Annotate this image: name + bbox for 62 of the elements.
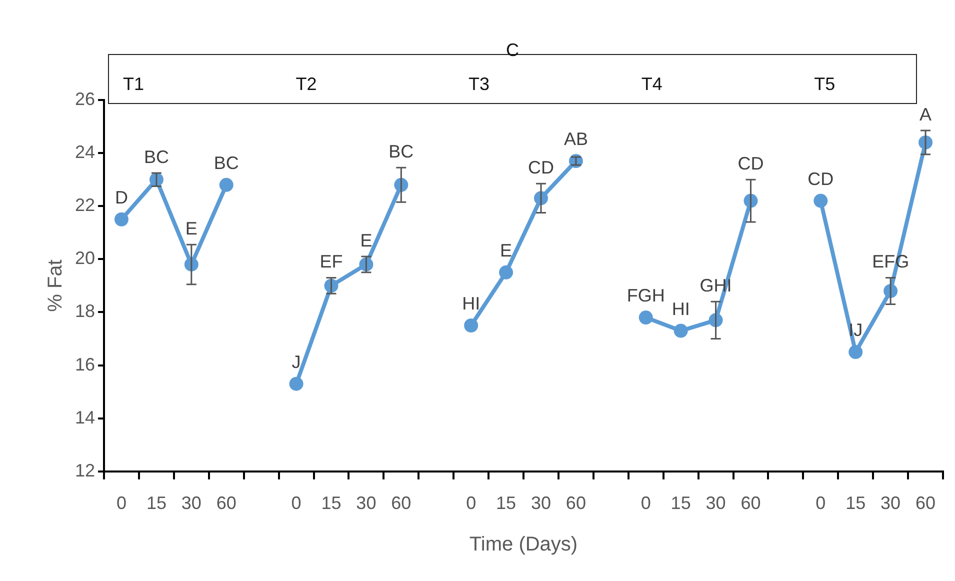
y-axis-title: % Fat [44, 259, 67, 312]
x-tick-label: 60 [391, 493, 412, 514]
y-tick-label: 14 [74, 407, 96, 428]
data-label: CD [738, 154, 764, 174]
x-tick-label: 30 [181, 493, 202, 514]
point [814, 194, 828, 208]
x-tick-label: 30 [530, 493, 552, 514]
point [499, 265, 514, 280]
y-tick-label: 24 [74, 142, 96, 162]
y-tick-label: 22 [74, 195, 96, 216]
point [464, 318, 478, 332]
x-tick-label: 0 [640, 493, 651, 514]
data-label: A [920, 104, 932, 124]
x-tick-label: 30 [706, 493, 726, 514]
data-label: HI [672, 298, 690, 319]
text: T4 [641, 74, 662, 95]
y-tick-label: 18 [74, 301, 96, 322]
x-tick-label: 60 [916, 493, 936, 514]
data-label: BC [214, 152, 239, 173]
point [848, 345, 863, 360]
data-label: AB [564, 128, 588, 149]
data-label: HI [462, 293, 480, 314]
data-label: EF [320, 252, 343, 272]
x-tick-label: 15 [846, 493, 866, 514]
point [114, 212, 128, 226]
x-tick-label: 0 [466, 493, 476, 514]
y-tick-label: 20 [74, 248, 96, 268]
x-tick-label: 15 [670, 493, 691, 514]
data-label: J [292, 352, 301, 372]
x-axis-title: Time (Days) [469, 534, 578, 556]
x-tick-label: 0 [116, 493, 127, 514]
x-tick-label: 15 [321, 493, 342, 514]
point [289, 376, 304, 391]
data-label: BC [144, 146, 169, 167]
data-label: FGH [626, 286, 665, 306]
x-tick-label: 15 [146, 493, 166, 514]
x-tick-label: 0 [291, 493, 302, 514]
text: T5 [814, 74, 836, 95]
y-tick-label: 16 [74, 354, 96, 374]
point [638, 310, 653, 325]
x-tick-label: 60 [740, 493, 761, 514]
data-label: E [185, 218, 198, 239]
x-tick-label: 30 [356, 493, 376, 514]
text: T1 [122, 74, 144, 95]
data-label: CD [808, 168, 834, 189]
y-tick-label: 26 [74, 88, 96, 109]
data-label: E [500, 240, 512, 260]
data-label: CD [528, 158, 554, 178]
text: T3 [468, 74, 490, 95]
x-tick-label: 30 [880, 493, 901, 514]
data-label: D [115, 187, 128, 208]
data-label: E [360, 230, 372, 250]
point [568, 154, 583, 168]
x-tick-label: 60 [566, 493, 586, 514]
y-tick-label: 12 [74, 460, 96, 480]
x-tick-label: 15 [496, 493, 516, 514]
point [674, 324, 688, 338]
x-tick-label: 0 [816, 493, 826, 514]
point [219, 178, 234, 192]
data-label: BC [388, 142, 414, 162]
text: T2 [296, 74, 317, 95]
x-tick-label: 60 [216, 493, 236, 514]
